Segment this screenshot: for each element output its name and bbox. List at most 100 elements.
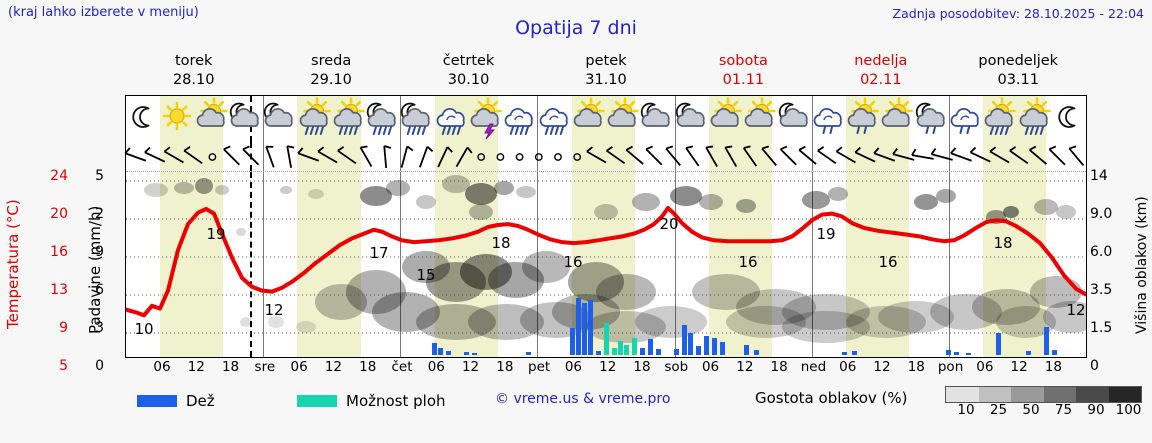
cloud-blob <box>346 270 406 314</box>
precipitation-bar-rain <box>1052 350 1057 355</box>
cloud-blob <box>315 284 367 320</box>
day-header-3: petek 31.10 <box>537 52 674 92</box>
weather-icon-sun-rain <box>1015 97 1055 140</box>
weather-icon-cloud-drizzle <box>946 98 986 140</box>
legend-cloud-label: Gostota oblakov (%) <box>755 389 908 407</box>
precipitation-bar-rain <box>432 343 437 355</box>
time-tick: 12 <box>324 359 343 375</box>
cloud-blob <box>494 181 514 195</box>
cloud-blob <box>236 228 246 236</box>
wind-barbs <box>124 145 1085 169</box>
axis-tick: 0 <box>1090 358 1099 374</box>
weather-icon-cloud-rain <box>500 98 540 140</box>
cloud-blob <box>372 292 440 332</box>
precipitation-axis-ticks: 5 2 9 6 3 0 <box>64 160 104 374</box>
cloud-blob <box>846 306 926 338</box>
time-tick: 12 <box>1010 359 1028 375</box>
cloud-density-tick: 25 <box>989 402 1008 418</box>
precipitation-bar-rain <box>648 339 653 355</box>
cloud-blob <box>594 204 618 220</box>
precipitation-bar-rain <box>446 351 451 355</box>
chart-canvas <box>126 175 1086 355</box>
precipitation-bar-showers <box>618 341 623 355</box>
cloud-blob <box>736 199 756 213</box>
day-separator <box>674 172 676 357</box>
day-date: 30.10 <box>447 72 490 88</box>
axis-tick: 2 <box>95 206 104 222</box>
weather-icon-sun-cloud <box>877 97 917 140</box>
legend-showers: Možnost ploh <box>297 390 446 410</box>
cloud-blob <box>215 185 229 195</box>
axis-tick: 9 <box>59 320 68 336</box>
cloud-density-scale-labels: 10 25 50 75 90 100 <box>940 402 1145 418</box>
cloud-blob <box>914 194 938 210</box>
time-tick: pet <box>528 359 551 375</box>
cloud-density-step <box>1108 387 1141 402</box>
cloud-density-tick: 100 <box>1115 402 1142 418</box>
weather-icon-sun-cloud <box>192 97 232 140</box>
copyright-link[interactable]: © vreme.us & vreme.pro <box>495 391 671 407</box>
temperature-axis-ticks: 24 20 16 13 9 5 <box>22 160 68 373</box>
chart-area: 10 19 12 17 15 18 16 20 16 19 16 18 12 <box>126 172 1086 357</box>
time-tick: 18 <box>496 359 514 375</box>
daylight-band <box>160 172 224 357</box>
day-separator <box>400 172 402 357</box>
time-tick: sre <box>254 359 276 375</box>
day-date: 03.11 <box>997 72 1039 88</box>
day-header-2: četrtek 30.10 <box>400 52 537 92</box>
weather-icon-sun <box>157 98 197 140</box>
temperature-label: 16 <box>563 253 583 271</box>
day-separator <box>948 142 950 171</box>
day-separator <box>400 96 402 142</box>
cloud-density-tick: 75 <box>1054 402 1073 418</box>
weather-icon-sun-rain <box>295 97 335 140</box>
time-tick: 06 <box>153 359 171 375</box>
precipitation-bar-rain <box>576 298 581 355</box>
time-tick: 06 <box>976 359 994 375</box>
precipitation-bar-rain <box>842 352 847 355</box>
temperature-label: 18 <box>993 234 1013 252</box>
cloud-blob <box>416 304 496 340</box>
time-tick: 18 <box>221 359 240 375</box>
temperature-label: 16 <box>878 253 898 271</box>
weather-icon-moon-rain <box>397 98 437 140</box>
cloud-density-scale <box>945 386 1142 403</box>
weather-icon-moon-drizzle <box>912 98 952 140</box>
axis-tick: 6 <box>95 282 104 298</box>
cloud-blob <box>308 189 324 199</box>
time-tick: sob <box>664 359 689 375</box>
page-title: Opatija 7 dni <box>515 17 637 39</box>
day-separator <box>537 172 539 357</box>
precipitation-bar-rain <box>674 349 679 355</box>
day-separator <box>811 172 813 357</box>
day-separator <box>948 96 950 142</box>
cloud-density-step <box>1043 387 1076 402</box>
precipitation-bar-rain <box>472 353 477 355</box>
legend-showers-label: Možnost ploh <box>346 391 446 410</box>
day-separator <box>674 142 676 171</box>
time-tick: 12 <box>873 359 891 375</box>
precipitation-bar-rain <box>570 328 575 355</box>
weather-icon-moon-cloud <box>775 98 815 140</box>
cloud-density-tick: 10 <box>957 402 975 418</box>
day-header-1: sreda 29.10 <box>262 52 399 92</box>
cloud-blob <box>568 262 624 302</box>
legend-rain-label: Dež <box>186 391 215 410</box>
cloud-blob <box>442 175 470 193</box>
weather-icon-moon-cloud <box>260 98 300 140</box>
precipitation-bar-rain <box>640 348 645 355</box>
cloud-blob <box>386 180 410 196</box>
precipitation-bar-rain <box>464 352 469 355</box>
daylight-band <box>708 172 772 357</box>
precipitation-bar-rain <box>696 346 701 355</box>
time-tick: 06 <box>564 359 583 375</box>
cloud-density-step <box>1011 387 1044 402</box>
weather-icon-cloud-rain <box>535 98 575 140</box>
cloud-blob <box>280 186 292 194</box>
axis-tick: 0 <box>95 358 104 374</box>
cloud-blob <box>1034 199 1058 215</box>
day-name: sreda <box>311 53 352 69</box>
cloud-blob <box>930 294 1002 330</box>
cloud-blob <box>402 251 450 283</box>
precipitation-bar-rain <box>526 352 531 355</box>
